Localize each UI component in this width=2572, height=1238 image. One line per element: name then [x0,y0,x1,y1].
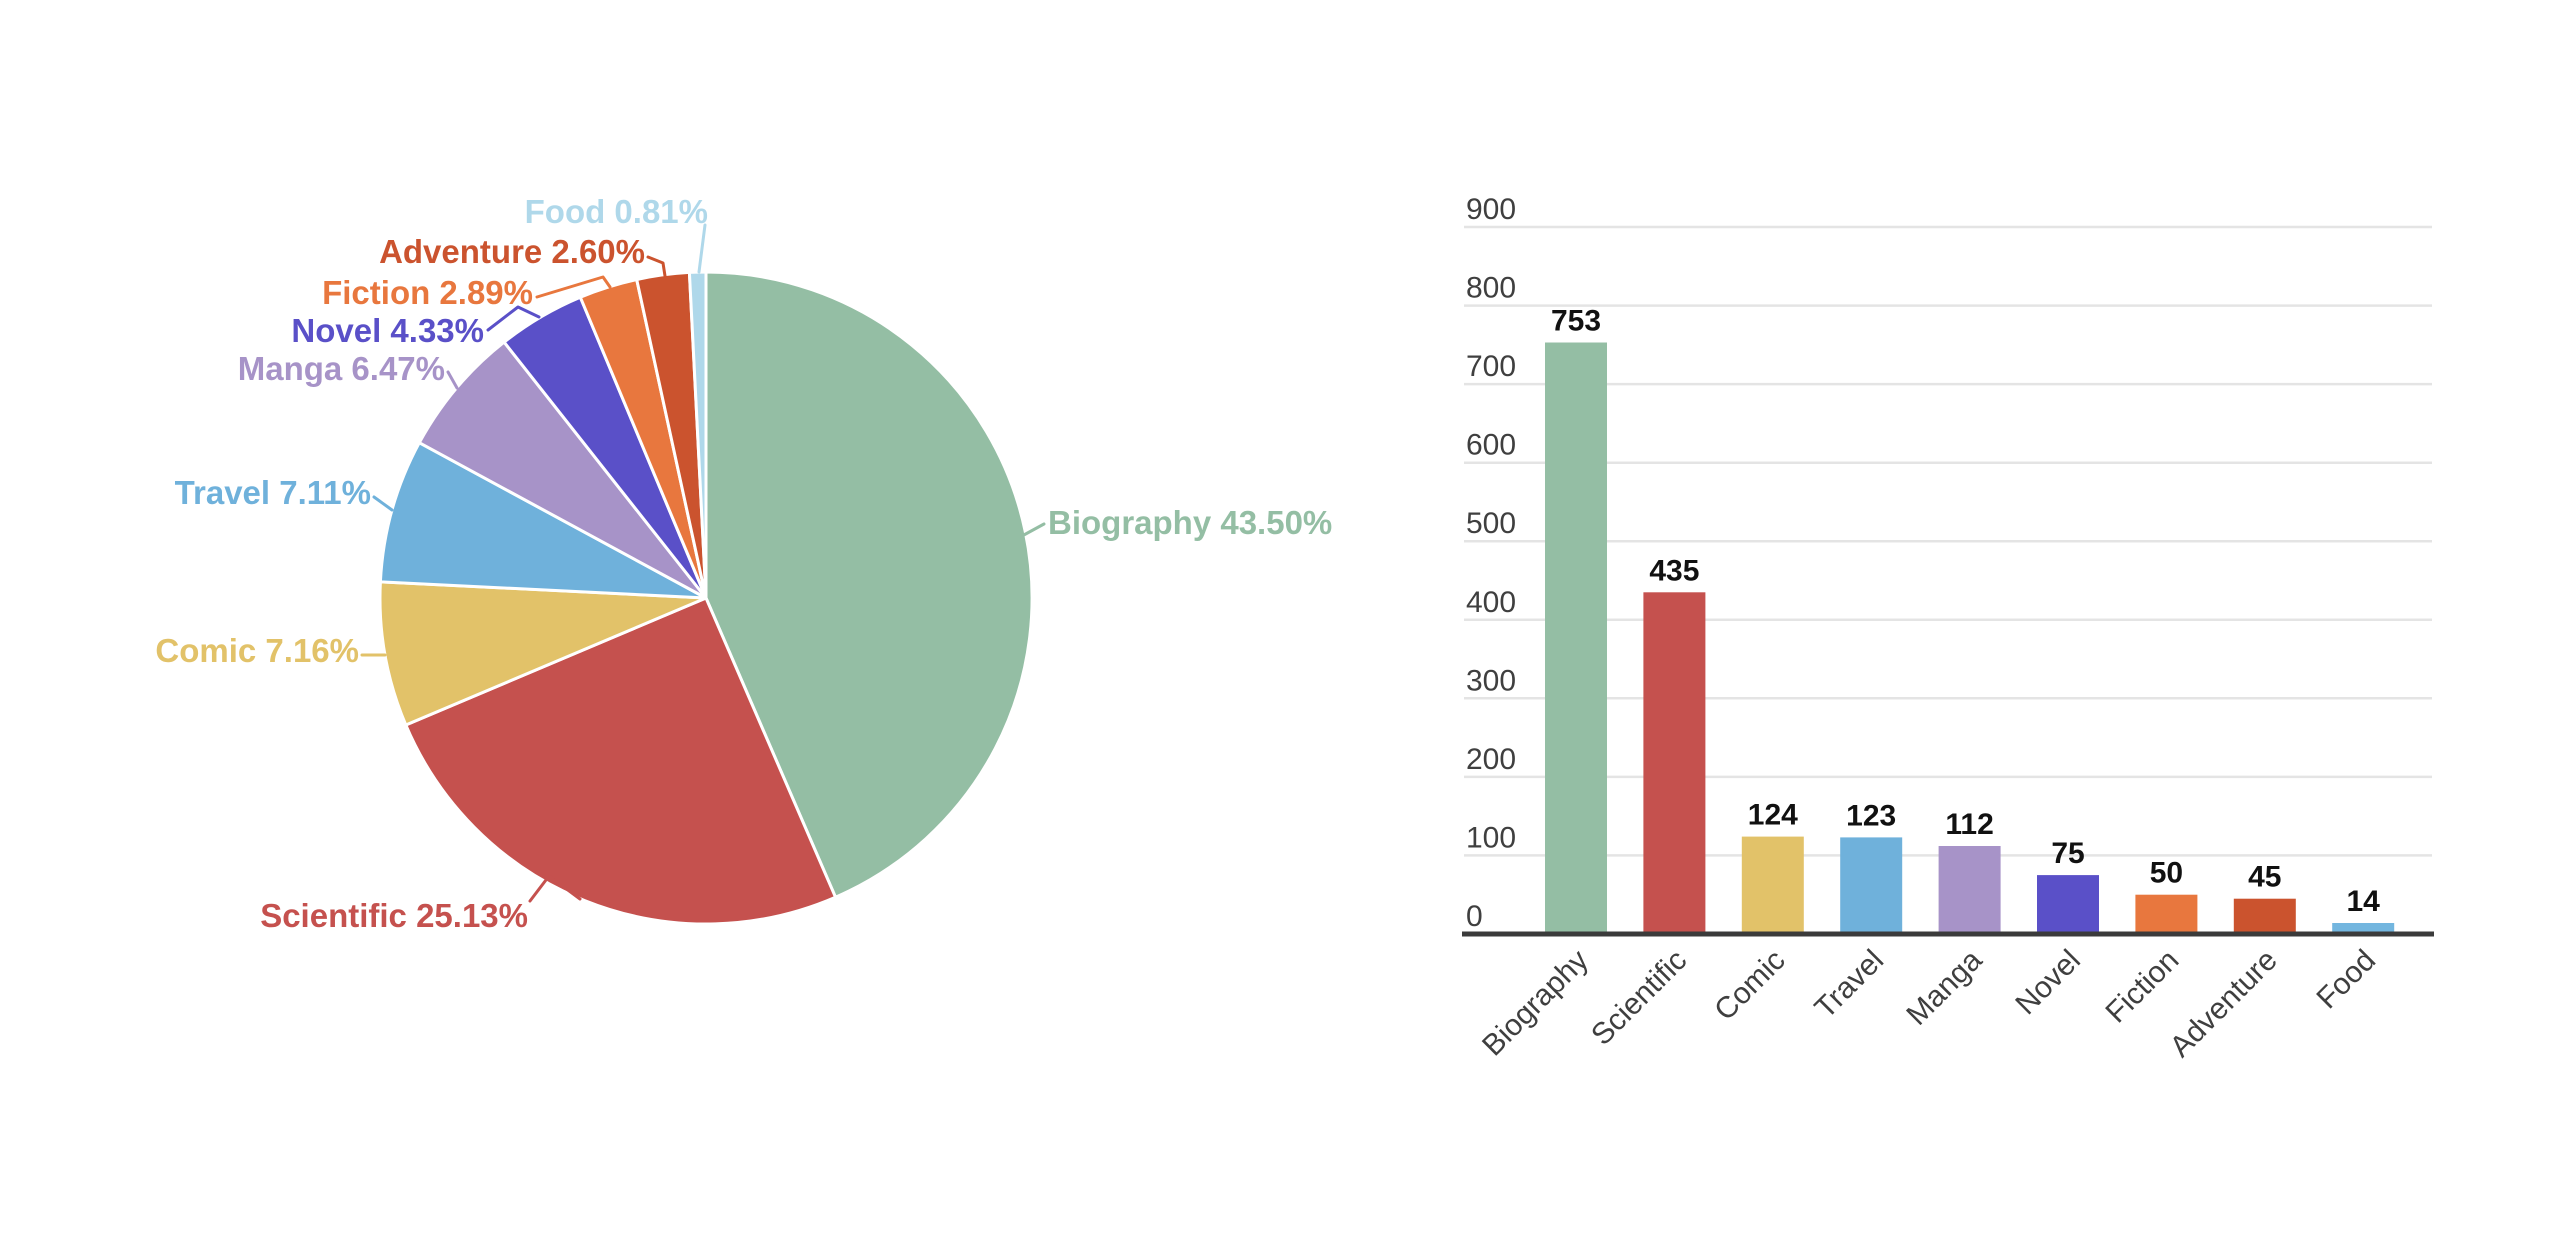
pie-slice-scientific [404,596,837,926]
y-tick-200: 200 [1466,743,1516,776]
y-tick-100: 100 [1466,821,1516,854]
bar-value-food: 14 [2347,885,2381,918]
x-label-comic: Comic [1708,944,1791,1027]
y-tick-700: 700 [1466,350,1516,383]
x-label-manga: Manga [1900,943,1988,1031]
bar-chart: 900 800 700 600 500 400 300 200 100 0 75… [1462,193,2434,1064]
bar-manga [1938,846,2001,934]
bar-scientific [1643,592,1706,934]
bar-biography [1545,342,1607,934]
x-label-fiction: Fiction [2100,944,2186,1030]
pie-leader-adventure [646,255,667,278]
y-tick-500: 500 [1466,507,1516,540]
pie-label-scientific: Scientific 25.13% [260,897,528,934]
bar-value-scientific: 435 [1649,554,1699,587]
bar-adventure [2233,898,2296,934]
bar-value-biography: 753 [1551,305,1601,338]
pie-leader-travel [372,495,394,512]
x-label-biography: Biography [1476,944,1595,1063]
x-label-scientific: Scientific [1585,944,1693,1052]
pie-label-comic: Comic 7.16% [155,632,359,669]
x-label-food: Food [2310,944,2382,1016]
pie-leader-biography [1020,522,1046,538]
bar-comic [1741,836,1804,934]
bar-value-comic: 124 [1748,799,1798,832]
y-tick-0: 0 [1466,900,1483,933]
bar-novel [2037,875,2099,934]
pie-leader-food [697,223,707,274]
x-label-novel: Novel [2009,944,2087,1022]
pie-label-adventure: Adventure 2.60% [379,233,645,270]
y-tick-800: 800 [1466,272,1516,305]
pie-label-manga: Manga 6.47% [238,350,445,387]
bar-travel [1840,837,1903,934]
y-tick-900: 900 [1466,193,1516,226]
pie-label-food: Food 0.81% [525,193,708,230]
bar-value-adventure: 45 [2248,861,2281,894]
bar-fiction [2135,894,2198,934]
pie-label-biography: Biography 43.50% [1048,504,1332,541]
x-label-travel: Travel [1809,944,1890,1025]
pie-label-fiction: Fiction 2.89% [322,274,533,311]
bar-value-travel: 123 [1846,799,1896,832]
pie-leader-manga [446,370,459,390]
y-tick-300: 300 [1466,664,1516,697]
pie-leader-novel [486,305,541,332]
x-label-adventure: Adventure [2164,944,2284,1064]
pie-slice-biography [704,270,1034,899]
y-tick-400: 400 [1466,586,1516,619]
bar-food [2332,923,2395,934]
bar-value-manga: 112 [1945,808,1993,841]
bar-value-fiction: 50 [2150,857,2183,890]
pie-leader-scientific [528,874,582,903]
pie-label-travel: Travel 7.11% [175,474,371,511]
y-tick-600: 600 [1466,429,1516,462]
pie-leader-fiction [535,275,612,299]
pie-chart: Biography 43.50% Scientific 25.13% Comic… [155,193,1332,934]
pie-label-novel: Novel 4.33% [291,312,484,349]
bar-value-novel: 75 [2051,837,2084,870]
